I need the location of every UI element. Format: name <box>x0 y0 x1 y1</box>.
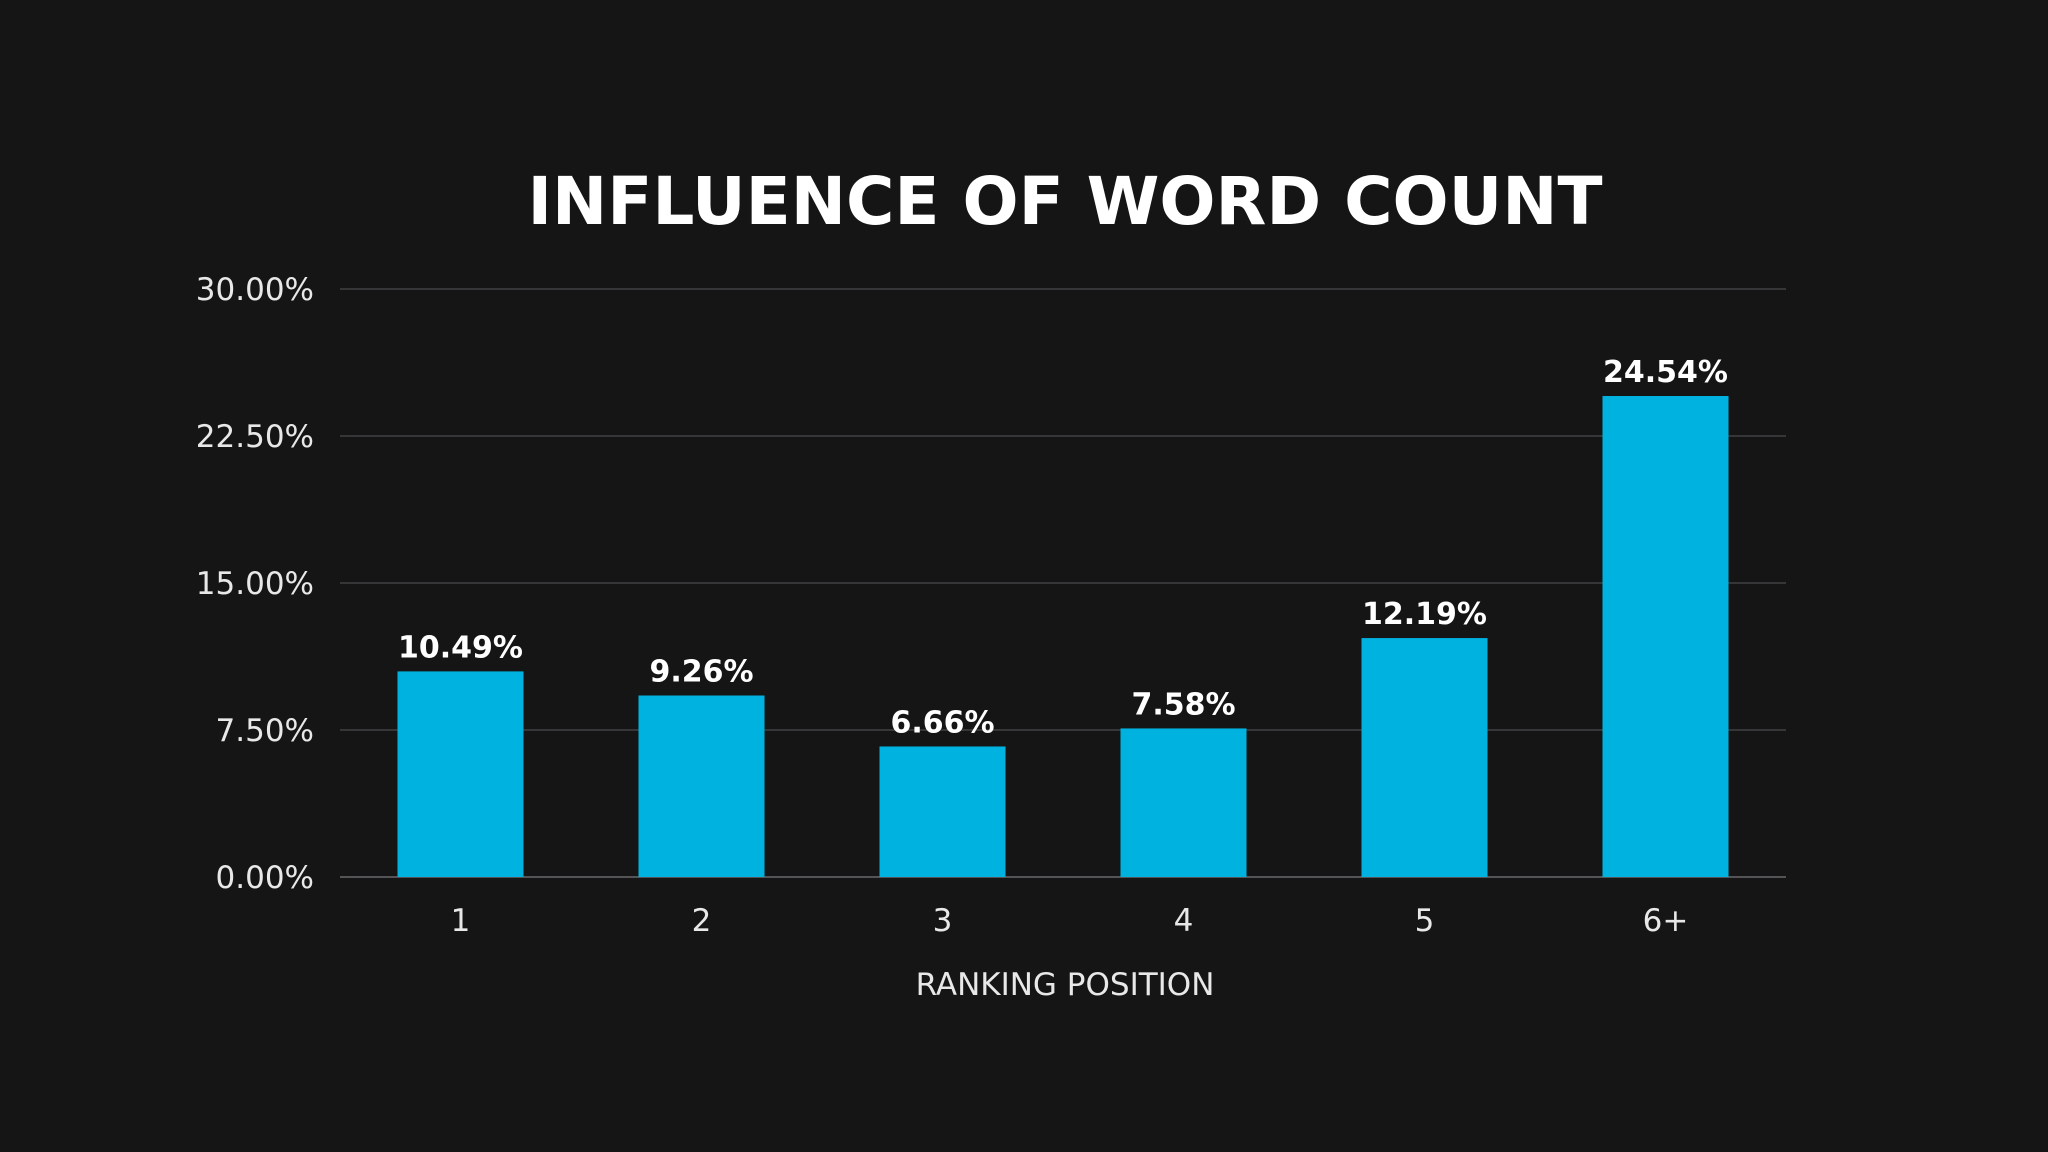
bar-2 <box>638 695 765 877</box>
y-tick-label: 15.00% <box>196 566 314 602</box>
y-tick-label: 7.50% <box>216 713 314 749</box>
y-axis-ticks: 0.00% 7.50% 15.00% 22.50% 30.00% <box>196 272 314 896</box>
data-label: 24.54% <box>1603 355 1728 390</box>
bar-1 <box>397 671 524 877</box>
x-axis-ticks: 1 2 3 4 5 6+ <box>451 903 1689 939</box>
y-tick-label: 0.00% <box>216 860 314 896</box>
x-axis-title: RANKING POSITION <box>916 967 1215 1003</box>
data-label: 7.58% <box>1131 687 1235 722</box>
data-label: 9.26% <box>649 655 753 690</box>
data-label: 12.19% <box>1362 597 1487 632</box>
chart-title: INFLUENCE OF WORD COUNT <box>527 163 1602 240</box>
bar-3 <box>879 746 1006 877</box>
x-tick-label: 2 <box>692 903 712 939</box>
x-tick-label: 3 <box>933 903 953 939</box>
data-label: 10.49% <box>398 630 523 665</box>
bar-4 <box>1120 728 1247 877</box>
gridlines <box>340 288 1786 878</box>
x-tick-label: 1 <box>451 903 471 939</box>
bars <box>397 396 1729 877</box>
data-label: 6.66% <box>890 705 994 740</box>
x-tick-label: 5 <box>1415 903 1435 939</box>
bar-6+ <box>1602 396 1729 877</box>
data-labels: 10.49% 9.26% 6.66% 7.58% 12.19% 24.54% <box>398 355 1728 740</box>
y-tick-label: 22.50% <box>196 419 314 455</box>
bar-5 <box>1361 638 1488 877</box>
x-tick-label: 6+ <box>1643 903 1689 939</box>
x-tick-label: 4 <box>1174 903 1194 939</box>
y-tick-label: 30.00% <box>196 272 314 308</box>
